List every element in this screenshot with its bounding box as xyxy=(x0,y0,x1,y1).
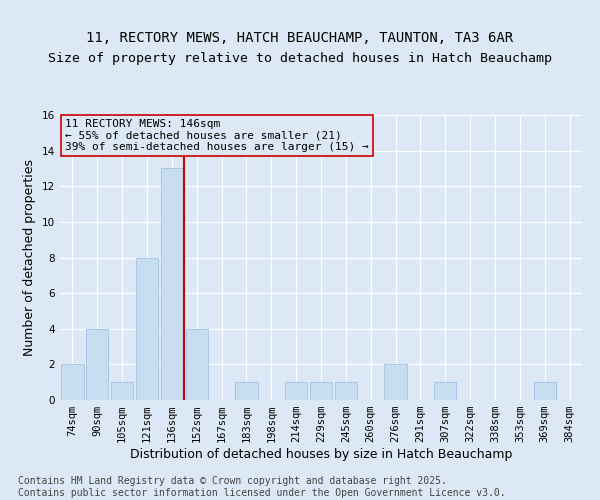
X-axis label: Distribution of detached houses by size in Hatch Beauchamp: Distribution of detached houses by size … xyxy=(130,448,512,461)
Bar xyxy=(111,382,133,400)
Bar xyxy=(136,258,158,400)
Bar xyxy=(285,382,307,400)
Bar xyxy=(185,329,208,400)
Bar xyxy=(310,382,332,400)
Bar xyxy=(61,364,83,400)
Text: Size of property relative to detached houses in Hatch Beauchamp: Size of property relative to detached ho… xyxy=(48,52,552,65)
Bar xyxy=(235,382,257,400)
Text: 11 RECTORY MEWS: 146sqm
← 55% of detached houses are smaller (21)
39% of semi-de: 11 RECTORY MEWS: 146sqm ← 55% of detache… xyxy=(65,120,369,152)
Bar xyxy=(161,168,183,400)
Text: Contains HM Land Registry data © Crown copyright and database right 2025.
Contai: Contains HM Land Registry data © Crown c… xyxy=(18,476,506,498)
Y-axis label: Number of detached properties: Number of detached properties xyxy=(23,159,37,356)
Bar xyxy=(434,382,457,400)
Bar xyxy=(335,382,357,400)
Bar xyxy=(533,382,556,400)
Bar xyxy=(385,364,407,400)
Text: 11, RECTORY MEWS, HATCH BEAUCHAMP, TAUNTON, TA3 6AR: 11, RECTORY MEWS, HATCH BEAUCHAMP, TAUNT… xyxy=(86,31,514,45)
Bar xyxy=(86,329,109,400)
